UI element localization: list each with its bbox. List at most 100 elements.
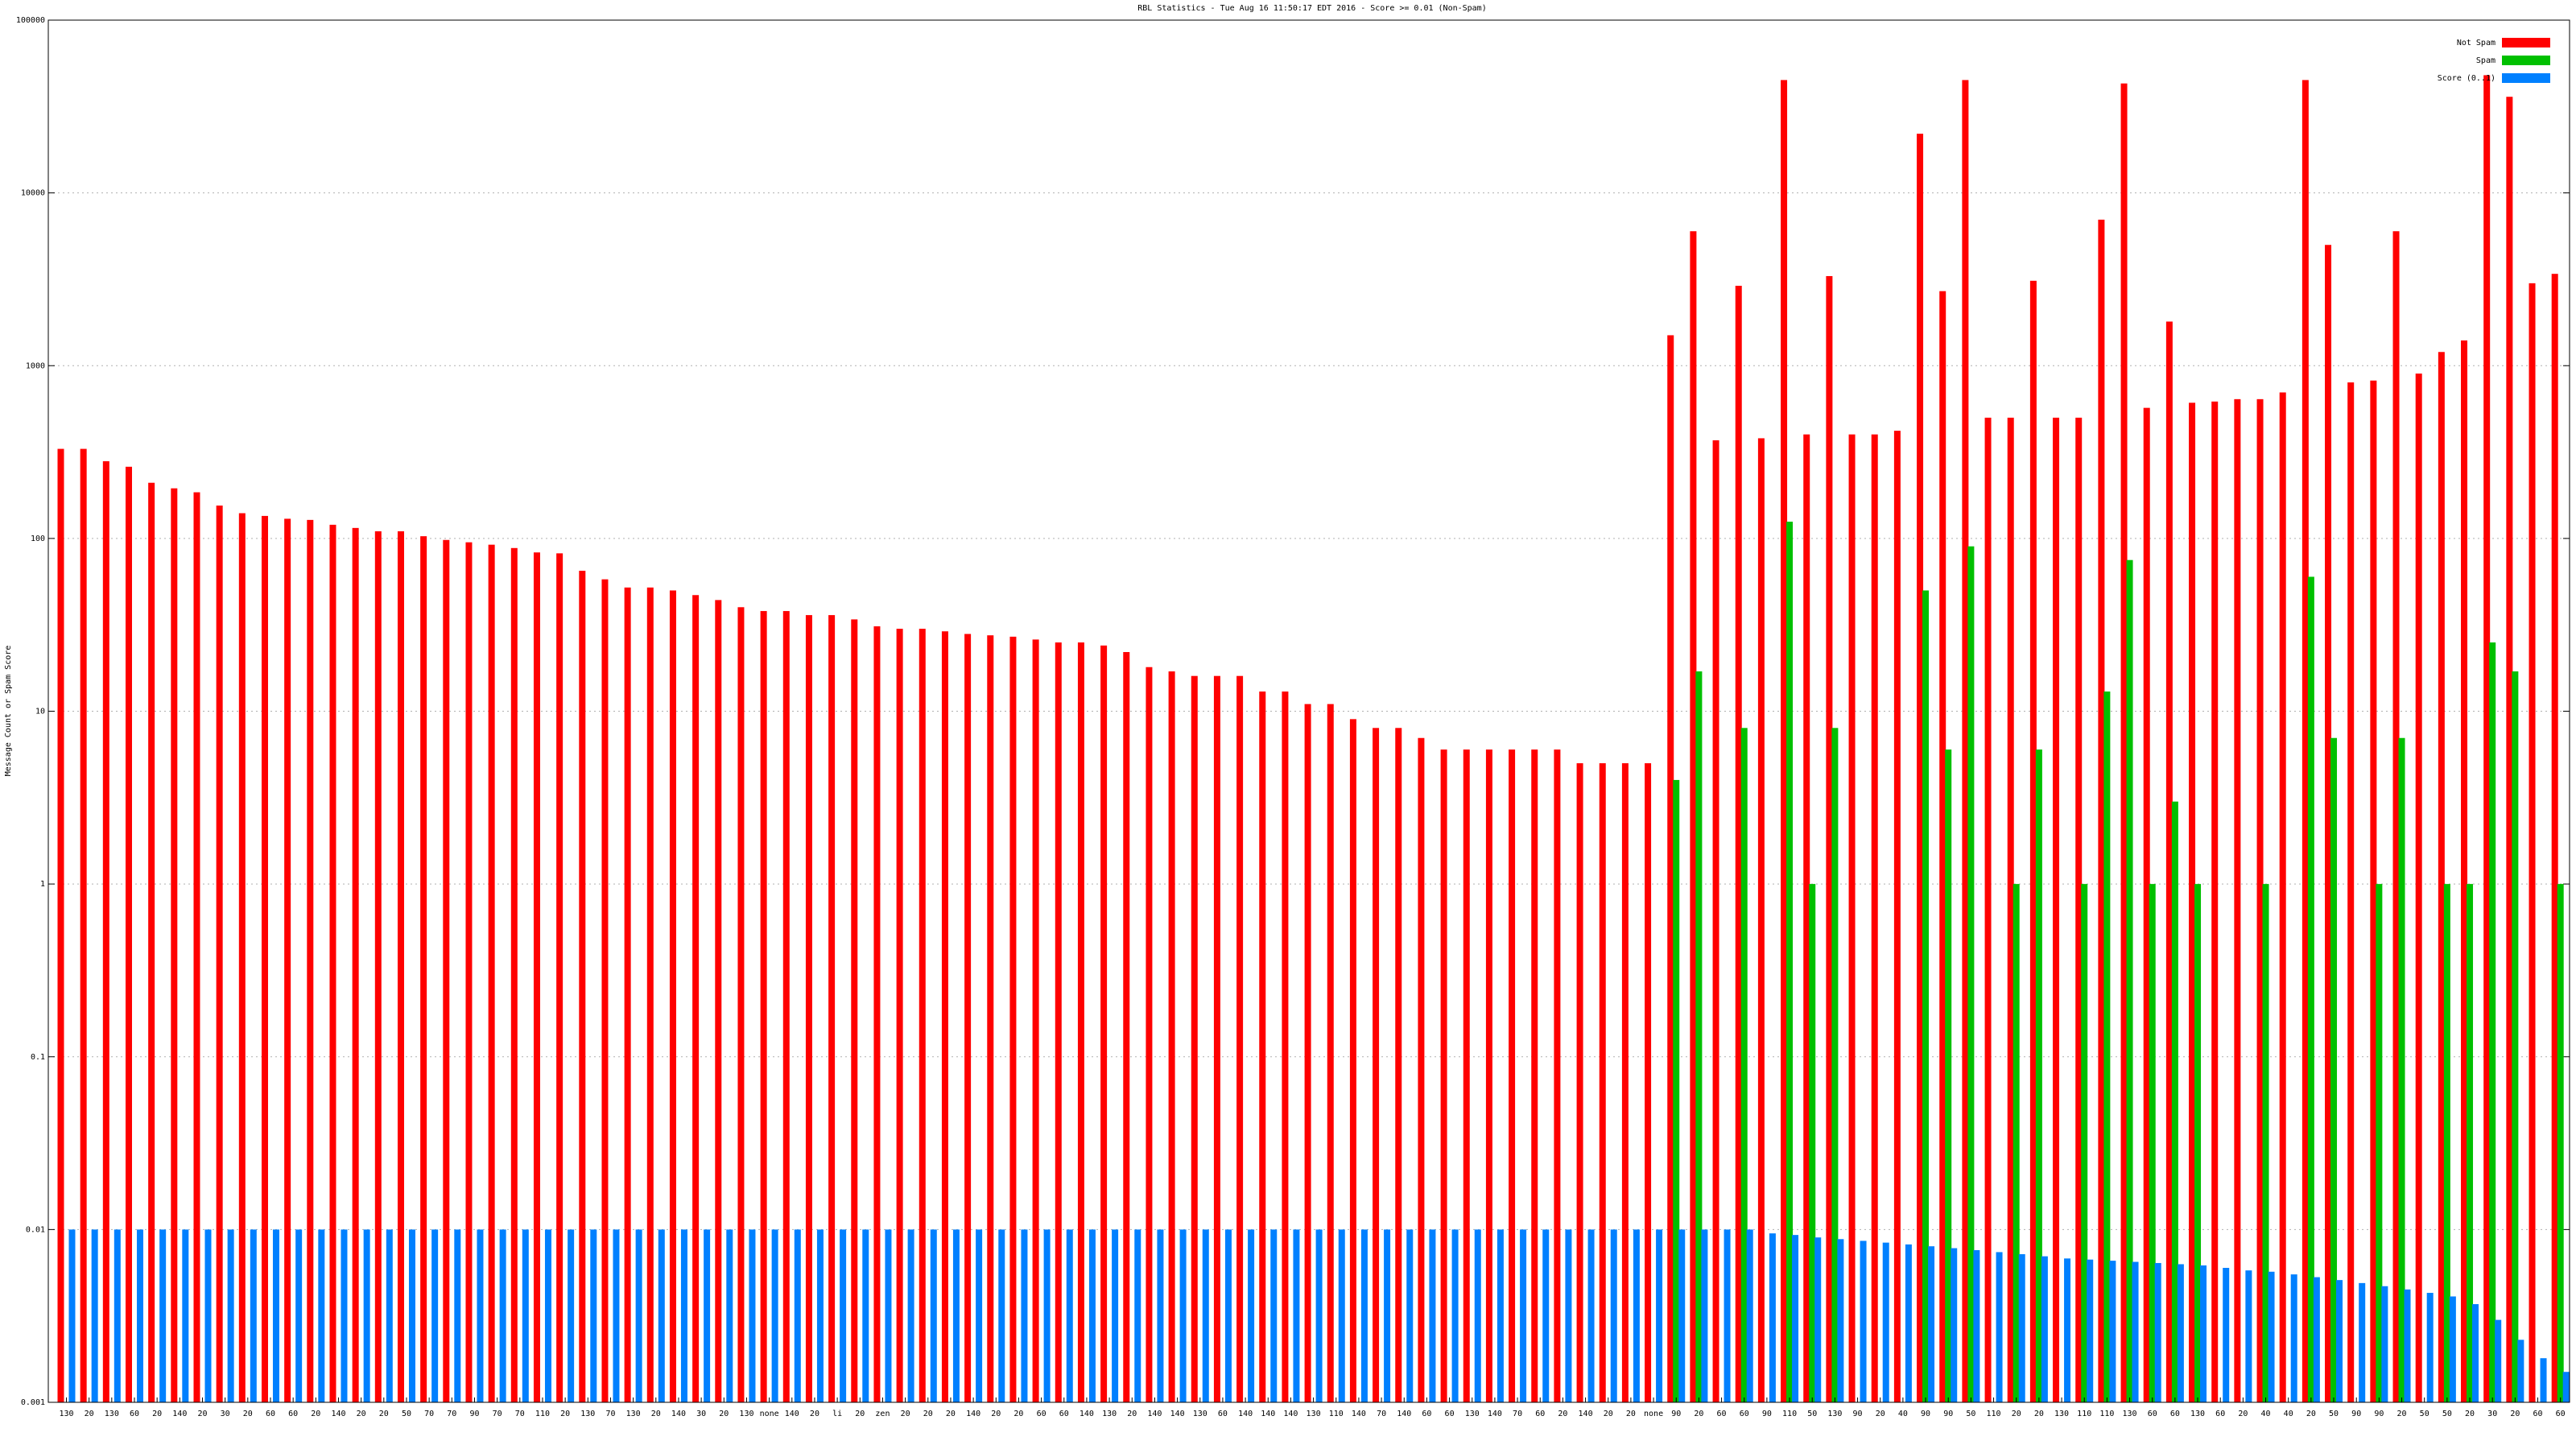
bar — [454, 1229, 461, 1402]
bar — [2426, 1293, 2434, 1402]
bar — [2307, 576, 2314, 1402]
x-tick-label: 40 — [2261, 1410, 2271, 1418]
bar — [2376, 884, 2383, 1402]
bar — [2098, 219, 2105, 1402]
x-tick-label: 110 — [535, 1410, 550, 1418]
x-tick-label: 60 — [2170, 1410, 2180, 1418]
bar — [1837, 1239, 1844, 1402]
y-axis-label: Message Count or Spam Score — [4, 646, 13, 777]
bar — [1395, 728, 1402, 1402]
bar — [2443, 884, 2450, 1402]
x-tick-label: 50 — [2442, 1410, 2452, 1418]
x-tick-label: 140 — [671, 1410, 686, 1418]
bar — [2018, 1253, 2025, 1402]
x-tick-label: 70 — [605, 1410, 615, 1418]
bar — [1496, 1229, 1504, 1402]
bar — [1678, 1229, 1686, 1402]
bar — [522, 1229, 529, 1402]
bar — [1043, 1229, 1051, 1402]
plot-frame — [47, 19, 2570, 1403]
x-tick-label: 140 — [172, 1410, 187, 1418]
bar — [1962, 80, 1969, 1402]
bar — [2557, 884, 2564, 1402]
x-tick-label: 20 — [719, 1410, 729, 1418]
bar — [91, 1229, 98, 1402]
bar — [1599, 763, 1606, 1402]
bar — [2330, 737, 2338, 1402]
bar — [363, 1229, 370, 1402]
bar — [1712, 440, 1719, 1402]
bar — [2495, 1319, 2502, 1402]
x-tick-label: 130 — [1465, 1410, 1480, 1418]
bar — [431, 1229, 439, 1402]
x-tick-label: 20 — [1694, 1410, 1703, 1418]
bar — [964, 634, 972, 1402]
bar — [828, 615, 836, 1402]
x-tick-label: 140 — [1261, 1410, 1275, 1418]
x-tick-label: 140 — [966, 1410, 980, 1418]
x-tick-label: 60 — [1717, 1410, 1727, 1418]
bar — [2171, 801, 2178, 1402]
bar — [1088, 1229, 1096, 1402]
bar — [590, 1229, 597, 1402]
bar — [171, 488, 178, 1402]
bar — [227, 1229, 234, 1402]
bar — [1349, 719, 1356, 1402]
bar — [2404, 1289, 2411, 1402]
bar — [1021, 1229, 1028, 1402]
bar — [1860, 1241, 1867, 1402]
bar — [1032, 639, 1039, 1402]
bar — [1917, 134, 1924, 1402]
x-tick-label: 50 — [1966, 1410, 1975, 1418]
bar — [2256, 398, 2264, 1402]
bar — [1633, 1229, 1640, 1402]
bar — [2325, 245, 2332, 1403]
x-tick-label: 20 — [560, 1410, 570, 1418]
bar — [952, 1229, 960, 1402]
x-tick-label: 130 — [59, 1410, 73, 1418]
bar — [601, 579, 609, 1402]
bar — [1293, 1229, 1300, 1402]
x-tick-label: 60 — [1445, 1410, 1455, 1418]
bar — [136, 1229, 143, 1402]
bar — [341, 1229, 348, 1402]
bar — [2359, 1282, 2366, 1402]
bar — [420, 536, 427, 1402]
bar — [102, 460, 109, 1402]
bar — [1520, 1229, 1527, 1402]
x-tick-label: 20 — [2510, 1410, 2520, 1418]
y-tick-label: 1000 — [26, 361, 45, 370]
bar — [533, 552, 540, 1402]
bar — [2126, 559, 2133, 1403]
bar — [1848, 434, 1856, 1402]
x-tick-label: 70 — [1377, 1410, 1386, 1418]
bar — [976, 1229, 983, 1402]
bar — [1259, 691, 1266, 1402]
x-tick-label: 140 — [1283, 1410, 1298, 1418]
bar — [2103, 691, 2111, 1402]
x-tick-label: li — [832, 1410, 842, 1418]
bar — [1202, 1229, 1209, 1402]
x-tick-label: 140 — [1352, 1410, 1366, 1418]
bar — [2398, 737, 2405, 1402]
bar — [443, 539, 450, 1403]
bar — [2381, 1286, 2388, 1402]
bar — [2177, 1264, 2184, 1402]
x-tick-label: 20 — [1127, 1410, 1137, 1418]
bar — [1168, 671, 1175, 1402]
bar — [1463, 749, 1470, 1402]
bar — [2211, 401, 2219, 1403]
bar — [1576, 763, 1583, 1402]
x-tick-label: 90 — [1762, 1410, 1772, 1418]
bar — [1673, 779, 1680, 1402]
bar — [2392, 231, 2400, 1403]
bar — [1179, 1229, 1187, 1402]
bar — [1809, 884, 1816, 1402]
bar — [1746, 1229, 1753, 1402]
bar — [624, 587, 631, 1402]
x-tick-label: 140 — [1170, 1410, 1185, 1418]
x-tick-label: 20 — [901, 1410, 910, 1418]
bar — [2472, 1304, 2479, 1402]
bar — [1451, 1229, 1459, 1402]
bar — [238, 513, 246, 1403]
